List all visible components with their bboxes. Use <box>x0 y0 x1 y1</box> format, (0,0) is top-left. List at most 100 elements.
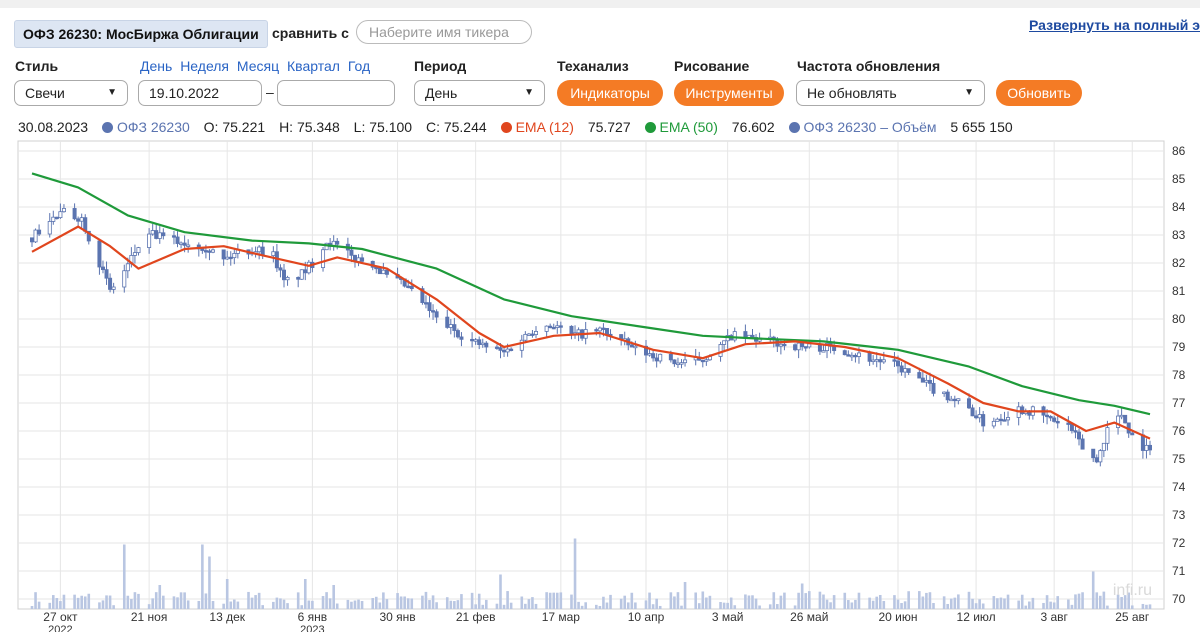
candle-body <box>1116 415 1121 428</box>
legend-volume-label[interactable]: ОФЗ 26230 – Объём <box>803 119 937 135</box>
volume-bar <box>1130 605 1134 609</box>
volume-bar <box>524 603 527 609</box>
refresh-select-value: Не обновлять <box>807 85 897 101</box>
volume-bar <box>658 605 662 609</box>
ticker-search-input[interactable] <box>356 20 532 44</box>
update-button[interactable]: Обновить <box>996 80 1082 106</box>
candle-body <box>807 343 812 348</box>
volume-bar <box>644 600 648 609</box>
volume-bar <box>59 601 62 609</box>
candle-body <box>281 269 286 281</box>
date-to-input[interactable] <box>277 80 395 106</box>
volume-bar <box>1102 591 1106 609</box>
candle-body <box>100 266 105 271</box>
candle-body <box>381 269 386 275</box>
legend-low: L: 75.100 <box>353 119 413 135</box>
candle-body <box>1002 419 1007 422</box>
candle-body <box>473 339 478 342</box>
legend-ema50-label[interactable]: EMA (50) <box>659 119 718 135</box>
candle-body <box>853 354 858 358</box>
style-select[interactable]: Свечи ▼ <box>14 80 128 106</box>
volume-bar <box>428 600 431 609</box>
period-link-week[interactable]: Неделя <box>180 58 230 74</box>
volume-bar <box>335 603 339 609</box>
date-separator: – <box>266 84 274 100</box>
refresh-select[interactable]: Не обновлять ▼ <box>796 80 985 106</box>
volume-bar <box>719 602 722 609</box>
candle-body <box>76 218 81 222</box>
period-label: Период <box>414 58 467 74</box>
legend-ema12-label[interactable]: EMA (12) <box>515 119 574 135</box>
volume-bar <box>626 602 630 609</box>
volume-bar <box>1056 596 1060 609</box>
volume-bar <box>502 604 506 609</box>
candle-body <box>161 232 166 237</box>
candle-body <box>86 230 91 242</box>
x-tick-label: 26 май <box>790 610 828 624</box>
candle-body <box>1119 414 1124 418</box>
candle-body <box>502 349 507 353</box>
date-from-input[interactable]: 19.10.2022 <box>138 80 262 106</box>
candle-body <box>122 270 127 288</box>
volume-bar <box>1116 594 1120 609</box>
candle-body <box>523 333 528 341</box>
volume-bar <box>385 599 389 609</box>
candle-body <box>931 382 936 394</box>
candle-body <box>1130 432 1135 436</box>
candle-body <box>1148 444 1153 451</box>
price-chart[interactable]: 70 71 72 73 74 75 76 77 78 79 80 81 82 83 84 85 86 27 окт… <box>0 133 1200 632</box>
period-link-month[interactable]: Месяц <box>236 58 280 74</box>
fullscreen-link[interactable]: Развернуть на полный экран <box>1029 17 1200 33</box>
candle-body <box>1091 448 1096 459</box>
volume-bar <box>577 601 580 609</box>
candle-body <box>360 257 365 262</box>
legend-date: 30.08.2023 <box>18 119 89 135</box>
volume-bar <box>101 600 105 609</box>
volume-bar <box>1049 601 1052 609</box>
period-link-quarter[interactable]: Квартал <box>287 58 340 74</box>
volume-bar <box>531 597 534 609</box>
candle-body <box>1052 417 1057 422</box>
volume-bar <box>609 594 612 609</box>
candle-body <box>29 237 34 243</box>
candle-body <box>899 365 904 373</box>
candle-body <box>1094 457 1099 463</box>
volume-bar <box>272 601 275 609</box>
volume-bar <box>875 596 879 609</box>
period-select[interactable]: День ▼ <box>414 80 545 106</box>
instrument-title[interactable]: ОФЗ 26230: МосБиржа Облигации <box>14 20 268 48</box>
period-link-day[interactable]: День <box>140 58 173 74</box>
y-tick-label: 82 <box>1172 256 1186 270</box>
volume-bar <box>137 593 140 609</box>
volume-bar <box>623 595 627 609</box>
volume-bar <box>445 597 449 609</box>
volume-bar <box>55 598 59 609</box>
volume-bar <box>768 604 772 609</box>
candle-body <box>455 330 460 338</box>
candle-body <box>171 235 176 238</box>
volume-bar <box>555 592 559 609</box>
volume-bar <box>303 579 307 609</box>
tools-button[interactable]: Инструменты <box>674 80 784 106</box>
volume-bar <box>747 595 751 609</box>
volume-bar <box>424 591 428 609</box>
volume-bar <box>1006 594 1010 609</box>
volume-bar <box>921 596 925 609</box>
candle-body <box>704 359 709 362</box>
ta-label: Теханализ <box>557 58 629 74</box>
candle-body <box>949 398 954 402</box>
x-tick-label: 25 авг <box>1115 610 1150 624</box>
chevron-down-icon: ▼ <box>524 87 534 98</box>
volume-bar <box>250 597 254 609</box>
volume-bar <box>197 600 201 609</box>
candle-body <box>576 329 581 334</box>
volume-bar <box>552 592 556 609</box>
candle-body <box>892 359 897 362</box>
candle-body <box>920 377 925 383</box>
volume-bar <box>729 597 733 609</box>
volume-bar <box>1099 595 1102 609</box>
style-label: Стиль <box>15 58 59 74</box>
legend-series-name[interactable]: ОФЗ 26230 <box>116 119 190 135</box>
period-link-year[interactable]: Год <box>347 58 371 74</box>
indicators-button[interactable]: Индикаторы <box>557 80 663 106</box>
